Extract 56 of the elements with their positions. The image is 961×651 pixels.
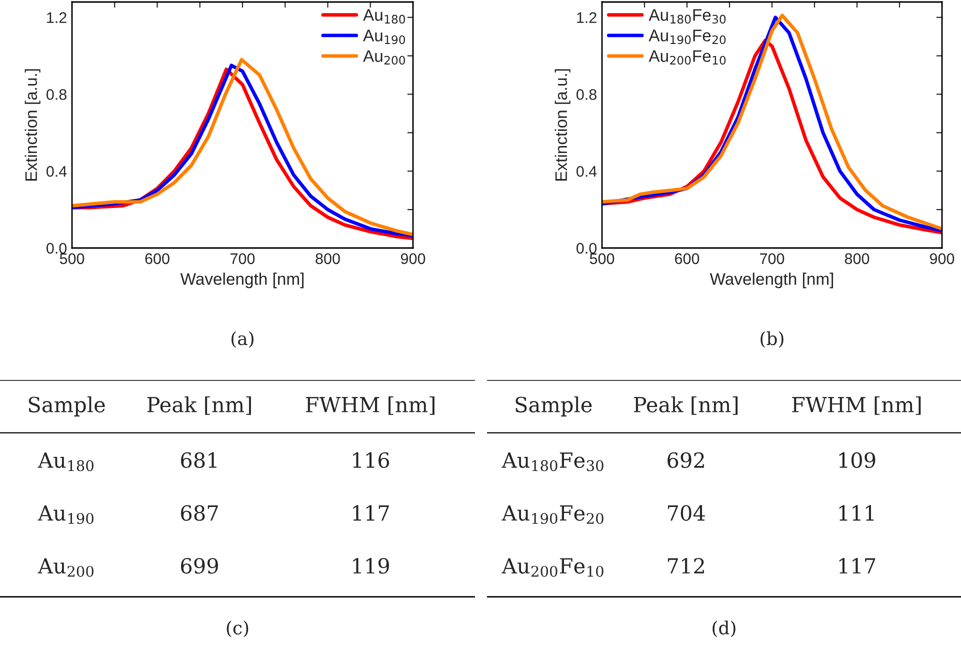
text: Au$_{180}$ (38, 452, 94, 472)
text: 119 (353, 558, 389, 574)
x-tick-label: 800 (316, 253, 340, 264)
text: (d) (712, 620, 736, 638)
legend-label: Au$_{190}$Fe$_{20}$ (648, 30, 726, 44)
x-tick-label: 900 (930, 253, 954, 264)
y-tick-label: 1.2 (577, 12, 596, 23)
text: Au$_{190}$ (38, 505, 94, 524)
text: (a) (232, 331, 254, 348)
legend-label: Au$_{190}$ (363, 30, 406, 44)
text: Peak [nm] (634, 396, 738, 415)
text: 117 (839, 558, 876, 574)
text: Au$_{200}$Fe$_{10}$ (502, 558, 604, 577)
x-tick-label: 600 (145, 253, 170, 264)
y-tick-label: 0.8 (576, 89, 596, 100)
x-axis-title: Wavelength [nm] (710, 272, 834, 288)
y-tick-label: 0.4 (576, 166, 597, 177)
text: 111 (839, 505, 874, 521)
text: FWHM [nm] (792, 396, 921, 415)
text: Peak [nm] (147, 396, 251, 415)
text: 109 (839, 452, 876, 468)
x-tick-label: 600 (675, 253, 700, 264)
text: Au$_{190}$Fe$_{20}$ (502, 505, 604, 524)
legend-label: Au$_{200}$Fe$_{10}$ (648, 50, 726, 65)
text: 692 (668, 452, 704, 468)
text: Sample (28, 396, 105, 417)
text: FWHM [nm] (306, 396, 434, 415)
y-tick-label: 0.8 (46, 89, 66, 100)
y-tick-label: 1.2 (47, 12, 66, 23)
y-tick-label: 0.4 (46, 166, 67, 177)
text: 704 (668, 505, 705, 521)
text: 712 (668, 558, 704, 574)
x-tick-label: 800 (844, 253, 870, 264)
x-tick-label: 900 (400, 253, 426, 264)
text: Au$_{180}$Fe$_{30}$ (648, 9, 726, 24)
x-axis-title: Wavelength [nm] (180, 272, 304, 288)
x-tick-label: 700 (760, 253, 784, 264)
y-tick-label: 0.0 (46, 242, 67, 254)
y-axis-title: Extinction [a.u.] (24, 69, 40, 181)
text: (b) (760, 331, 784, 348)
x-tick-label: 500 (60, 253, 84, 264)
y-axis-title: Extinction [a.u.] (554, 69, 570, 181)
text: Au$_{180}$Fe$_{30}$ (502, 452, 604, 472)
x-tick-label: 700 (230, 253, 255, 264)
text: 681 (181, 452, 216, 468)
text: (c) (226, 620, 248, 638)
legend-label: Au$_{180}$ (363, 9, 406, 24)
y-tick-label: 0.0 (576, 242, 597, 254)
legend-label: Au$_{200}$ (363, 50, 406, 65)
text: 687 (181, 505, 218, 521)
text: 117 (353, 505, 389, 521)
text: Au$_{200}$ (38, 558, 94, 577)
text: 116 (353, 452, 390, 468)
x-tick-label: 500 (590, 253, 614, 264)
text: Sample (516, 396, 592, 417)
text: 699 (181, 558, 218, 574)
